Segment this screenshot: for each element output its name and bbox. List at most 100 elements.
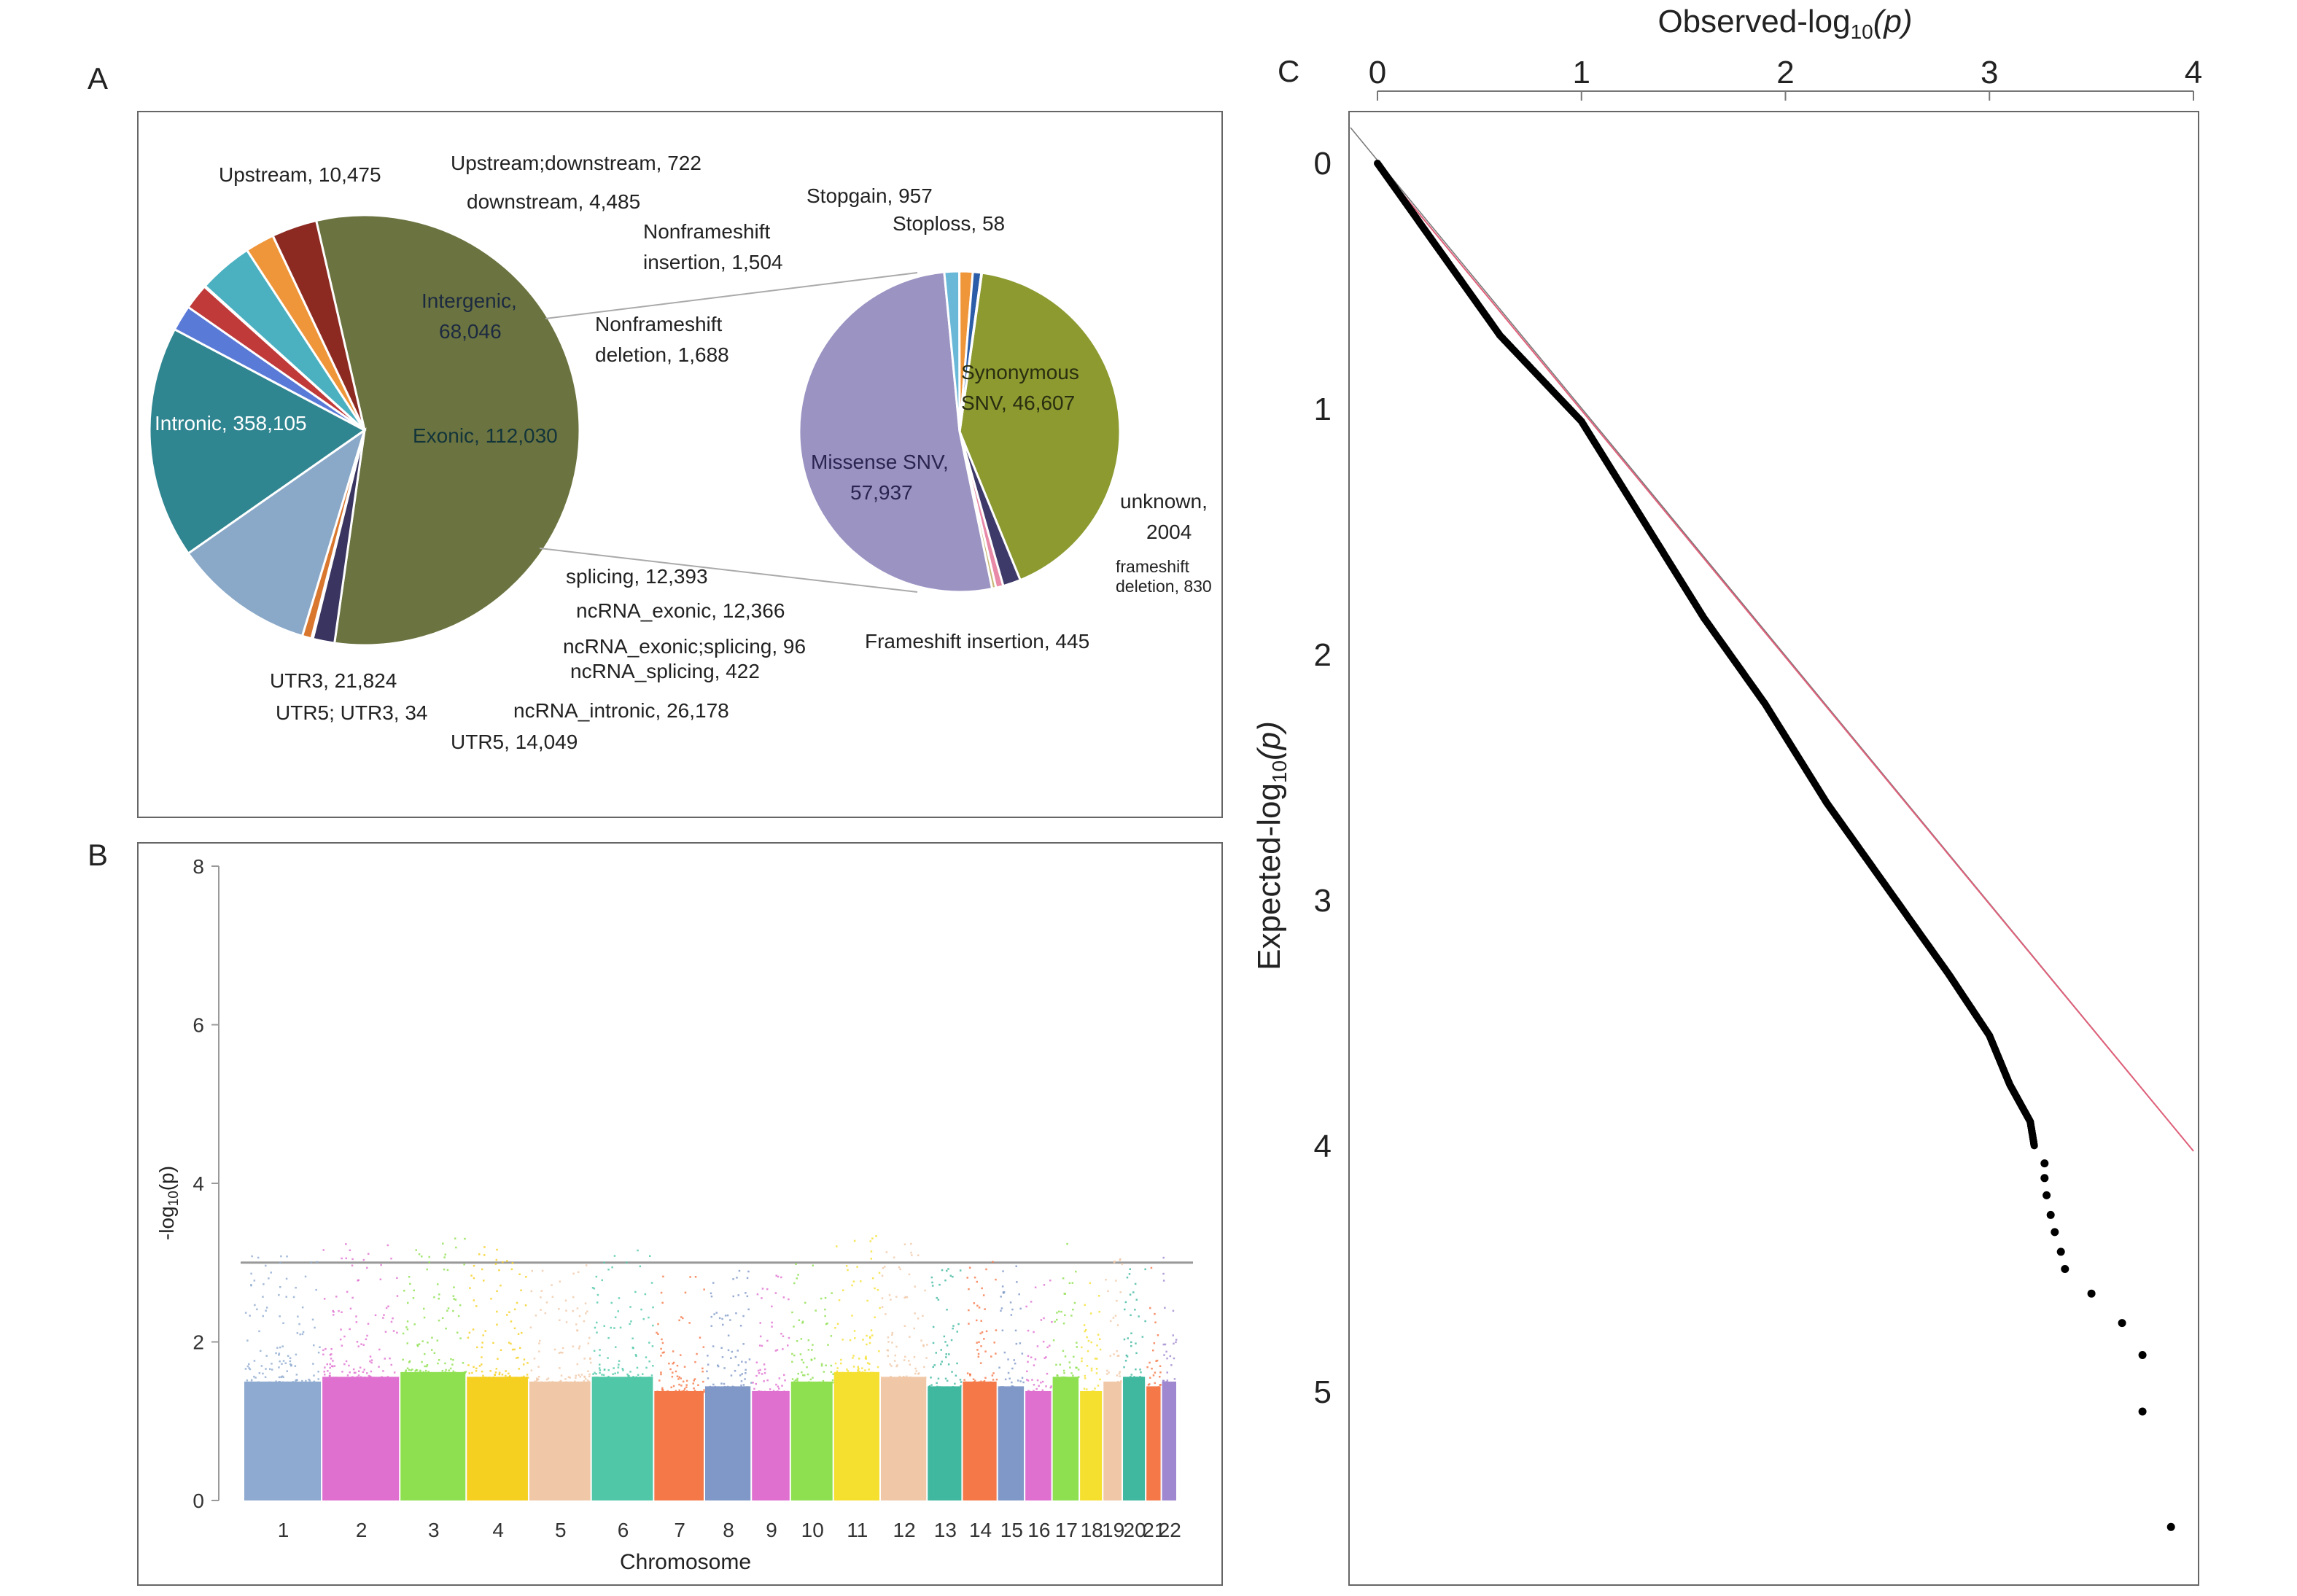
pie-label-nonframeshift_insertion: Nonframeshift insertion, 1,504 — [643, 220, 782, 273]
snp-point — [914, 1372, 917, 1375]
chromosome-19 — [1103, 1258, 1124, 1500]
chromosome-1 — [244, 1255, 322, 1500]
snp-point — [598, 1367, 601, 1369]
snp-point — [797, 1274, 799, 1276]
snp-point — [578, 1345, 581, 1347]
snp-point — [812, 1264, 814, 1266]
manhattan-ytick-label: 0 — [193, 1490, 204, 1512]
snp-point — [1056, 1374, 1058, 1377]
snp-point — [818, 1381, 821, 1384]
snp-point — [498, 1371, 501, 1374]
snp-point — [764, 1368, 766, 1371]
snp-point — [346, 1374, 349, 1377]
snp-point — [780, 1333, 782, 1335]
snp-point — [1004, 1378, 1007, 1381]
snp-point — [330, 1358, 333, 1360]
snp-point — [576, 1307, 579, 1309]
snp-point — [1166, 1381, 1168, 1383]
pie-label-unknown: unknown, 2004 — [1120, 490, 1208, 543]
snp-point — [866, 1299, 868, 1302]
snp-point — [746, 1277, 749, 1280]
snp-point — [1029, 1390, 1031, 1393]
snp-point — [1089, 1312, 1092, 1315]
snp-point — [450, 1358, 452, 1361]
snp-point — [796, 1379, 798, 1382]
snp-point — [601, 1374, 603, 1376]
qq-ytick-label: 4 — [1314, 1129, 1332, 1164]
snp-point — [445, 1369, 447, 1371]
snp-point — [637, 1249, 639, 1252]
snp-point — [1159, 1376, 1161, 1378]
snp-point — [1108, 1371, 1110, 1374]
chromosome-label: 7 — [674, 1519, 685, 1541]
snp-point — [1036, 1379, 1039, 1382]
pie-label-updown: Upstream;downstream, 722 — [451, 152, 701, 174]
snp-point — [576, 1329, 578, 1331]
chromosome-10 — [790, 1263, 834, 1500]
chromosome-18 — [1080, 1282, 1103, 1500]
snp-point — [265, 1307, 268, 1309]
snp-point — [471, 1371, 473, 1374]
snp-point — [878, 1272, 881, 1274]
snp-point — [381, 1376, 384, 1379]
snp-point — [682, 1380, 685, 1383]
chromosome-block — [790, 1381, 833, 1500]
snp-point — [327, 1370, 329, 1372]
snp-point — [1124, 1301, 1127, 1304]
snp-point — [1129, 1293, 1132, 1296]
panel-a-frame — [137, 111, 1223, 818]
snp-point — [278, 1352, 281, 1355]
snp-point — [329, 1372, 331, 1374]
snp-point — [451, 1363, 454, 1366]
snp-point — [596, 1377, 598, 1379]
snp-point — [443, 1371, 446, 1374]
snp-point — [1116, 1324, 1119, 1326]
snp-point — [1162, 1379, 1165, 1382]
snp-point — [1042, 1340, 1045, 1343]
pie-label-ncrna_splicing: ncRNA_splicing, 422 — [570, 660, 760, 682]
snp-point — [842, 1339, 844, 1341]
qq-tail-point — [2138, 1351, 2147, 1359]
snp-point — [791, 1311, 793, 1314]
snp-point — [1124, 1360, 1127, 1362]
snp-point — [680, 1354, 682, 1356]
snp-point — [1000, 1307, 1003, 1309]
snp-point — [723, 1382, 726, 1385]
snp-point — [524, 1304, 527, 1307]
snp-point — [1148, 1361, 1151, 1364]
snp-point — [745, 1372, 747, 1374]
snp-point — [794, 1379, 797, 1382]
snp-point — [906, 1375, 908, 1378]
snp-point — [271, 1369, 273, 1371]
snp-point — [796, 1277, 798, 1280]
snp-point — [995, 1378, 998, 1381]
snp-point — [720, 1347, 723, 1349]
snp-point — [783, 1390, 785, 1393]
snp-point — [407, 1301, 409, 1304]
pie-slice-missense — [798, 270, 994, 593]
snp-point — [1001, 1329, 1004, 1331]
snp-point — [913, 1356, 916, 1358]
qq-ytick-label: 3 — [1314, 883, 1332, 919]
snp-point — [1072, 1374, 1074, 1377]
snp-point — [416, 1369, 419, 1371]
snp-point — [652, 1324, 654, 1327]
snp-point — [860, 1280, 862, 1282]
snp-point — [295, 1286, 297, 1289]
pie-label-splicing: splicing, 12,393 — [566, 565, 708, 588]
snp-point — [1007, 1358, 1009, 1361]
snp-point — [793, 1381, 796, 1384]
snp-point — [262, 1315, 264, 1317]
snp-point — [1116, 1374, 1119, 1377]
snp-point — [1033, 1390, 1035, 1393]
snp-point — [693, 1378, 696, 1380]
snp-point — [1008, 1377, 1011, 1379]
snp-point — [730, 1374, 733, 1377]
snp-point — [662, 1389, 664, 1391]
snp-point — [588, 1373, 591, 1376]
snp-point — [877, 1366, 879, 1369]
snp-point — [257, 1256, 260, 1259]
chromosome-block — [704, 1386, 751, 1500]
snp-point — [891, 1334, 893, 1336]
snp-point — [1090, 1367, 1093, 1370]
